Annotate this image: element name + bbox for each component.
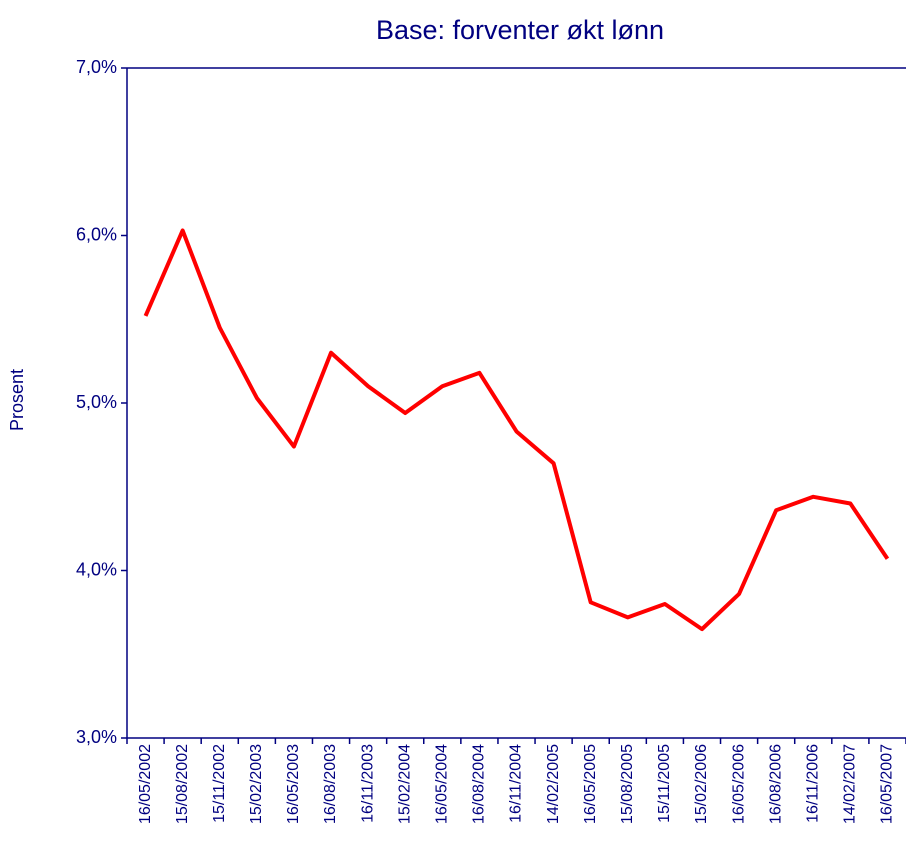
x-tick-label: 16/08/2003: [322, 744, 339, 824]
y-axis-label: Prosent: [7, 369, 27, 431]
x-tick-label: 16/05/2003: [285, 744, 302, 824]
y-tick-label: 4,0%: [76, 559, 117, 579]
x-tick-label: 16/05/2004: [434, 744, 451, 824]
x-tick-label: 16/08/2006: [767, 744, 784, 824]
x-tick-label: 15/08/2005: [619, 744, 636, 824]
x-tick-label: 15/02/2003: [248, 744, 265, 824]
chart-title: Base: forventer økt lønn: [376, 15, 664, 45]
x-tick-label: 15/02/2006: [693, 744, 710, 824]
data-line: [143, 228, 890, 632]
x-tick-label: 16/11/2003: [359, 744, 376, 823]
x-tick-label: 16/05/2006: [730, 744, 747, 824]
x-tick-label: 15/11/2002: [211, 744, 228, 823]
x-tick-label: 15/02/2004: [396, 744, 413, 824]
x-tick-label: 15/11/2005: [656, 744, 673, 823]
x-tick-label: 15/08/2002: [174, 744, 191, 824]
x-tick-label: 16/05/2007: [879, 744, 896, 824]
x-tick-label: 16/05/2002: [137, 744, 154, 824]
x-tick-label: 14/02/2007: [842, 744, 859, 824]
x-tick-label: 16/11/2006: [804, 744, 821, 823]
y-tick-label: 6,0%: [76, 224, 117, 244]
x-tick-label: 16/08/2004: [471, 744, 488, 824]
y-tick-label: 5,0%: [76, 392, 117, 412]
y-tick-label: 3,0%: [76, 727, 117, 747]
x-tick-label: 14/02/2005: [545, 744, 562, 824]
x-tick-label: 16/11/2004: [508, 744, 525, 823]
x-tick-label: 16/05/2005: [582, 744, 599, 824]
y-tick-label: 7,0%: [76, 57, 117, 77]
